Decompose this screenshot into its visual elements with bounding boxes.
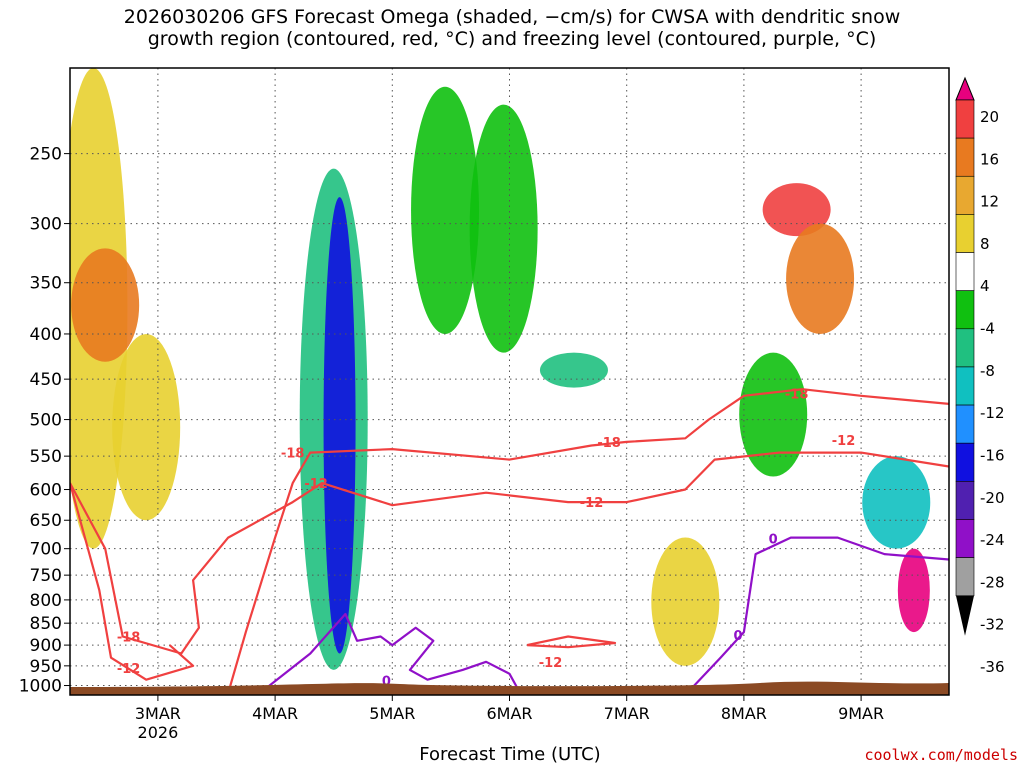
- pressure-tick-label: 450: [30, 370, 62, 390]
- colorbar-swatch: [955, 214, 975, 253]
- omega-cell: [651, 537, 720, 666]
- contour-label: 0: [382, 675, 391, 690]
- pressure-tick-label: 800: [30, 591, 62, 611]
- omega-cell: [897, 548, 930, 633]
- pressure-tick-label: 1000: [19, 677, 62, 697]
- contour-layer: -18 -12 -18 -12 -12 -12 -18 -18 -12 0 0 0: [70, 387, 949, 695]
- colorbar-label: -16: [980, 447, 1005, 465]
- colorbar-swatch: [955, 481, 975, 520]
- omega-cell: [323, 197, 356, 654]
- omega-cell: [469, 104, 538, 353]
- terrain-surface: [70, 681, 949, 695]
- omega-cell: [411, 86, 480, 334]
- colorbar-label: -8: [980, 362, 995, 380]
- colorbar-swatch: [955, 519, 975, 558]
- contour-line-minus-18: [227, 388, 949, 694]
- colorbar-swatch: [955, 175, 975, 215]
- colorbar-swatch: [955, 137, 975, 177]
- colorbar-swatch: [955, 252, 975, 291]
- contour-label: -12: [117, 662, 141, 677]
- contour-label: -18: [785, 387, 809, 402]
- contour-line-minus-12-lower: [70, 482, 195, 681]
- omega-shading: [70, 68, 931, 670]
- contour-line-minus-12: [70, 451, 949, 655]
- omega-cell: [539, 352, 608, 388]
- time-tick-label: 8MAR: [721, 704, 767, 723]
- colorbar-label: -36: [980, 658, 1005, 676]
- colorbar-label: -20: [980, 489, 1005, 507]
- pressure-tick-label: 950: [30, 657, 62, 677]
- contour-label: -18: [281, 447, 305, 462]
- pressure-tick-label: 550: [30, 447, 62, 467]
- omega-cell: [862, 456, 931, 549]
- contour-label: -18: [117, 630, 141, 645]
- pressure-axis: 2503003504004505005506006507007508008509…: [19, 145, 70, 697]
- colorbar-top-arrow: [955, 76, 975, 101]
- pressure-tick-label: 750: [30, 566, 62, 586]
- colorbar-label: 8: [980, 235, 990, 253]
- colorbar-label: -28: [980, 573, 1005, 591]
- omega-cell: [739, 352, 808, 477]
- source-credit: coolwx.com/models: [864, 746, 1018, 764]
- contour-line-minus-12-closed: [526, 635, 617, 649]
- pressure-tick-label: 350: [30, 274, 62, 294]
- colorbar-swatch: [955, 442, 975, 482]
- time-tick-label: 7MAR: [604, 704, 650, 723]
- pressure-tick-label: 600: [30, 481, 62, 501]
- omega-cell: [786, 223, 855, 334]
- colorbar-label: 16: [980, 150, 999, 168]
- contour-label: -12: [832, 434, 856, 449]
- time-tick-year: 2026: [138, 723, 179, 742]
- colorbar-label: 4: [980, 277, 990, 295]
- pressure-tick-label: 700: [30, 540, 62, 560]
- colorbar-label: -4: [980, 320, 995, 338]
- terrain-fill: [70, 681, 949, 695]
- pressure-tick-label: 500: [30, 411, 62, 431]
- colorbar-label: -24: [980, 531, 1005, 549]
- contour-label: -18: [597, 436, 621, 451]
- time-tick-label: 3MAR: [135, 704, 181, 723]
- colorbar-label: -12: [980, 404, 1005, 422]
- pressure-tick-label: 900: [30, 636, 62, 656]
- colorbar-bottom-arrow: [956, 595, 974, 636]
- pressure-tick-label: 250: [30, 145, 62, 165]
- title-line-1: 2026030206 GFS Forecast Omega (shaded, −…: [123, 6, 901, 28]
- colorbar-swatch: [955, 404, 975, 444]
- contour-label: -12: [580, 496, 604, 511]
- colorbar-swatch: [955, 290, 975, 330]
- colorbar-swatch: [955, 328, 975, 368]
- x-axis-label: Forecast Time (UTC): [419, 744, 601, 765]
- pressure-tick-label: 300: [30, 215, 62, 235]
- time-tick-label: 9MAR: [838, 704, 884, 723]
- contour-label: 0: [769, 533, 778, 548]
- title-line-2: growth region (contoured, red, °C) and f…: [147, 28, 877, 50]
- time-tick-label: 6MAR: [486, 704, 532, 723]
- contour-label: -12: [304, 477, 328, 492]
- time-tick-label: 5MAR: [369, 704, 415, 723]
- contour-line-0-east: [684, 536, 949, 695]
- colorbar-swatch: [955, 366, 975, 406]
- plot-grid: [70, 68, 949, 695]
- omega-cell: [762, 183, 831, 237]
- colorbar-label: -32: [980, 616, 1005, 634]
- omega-colorbar: 20 16 12 8 4 -4 -8 -12 -16 -20 -24 -28 -32 -36: [955, 76, 1005, 676]
- omega-cell: [112, 333, 181, 521]
- omega-cell: [71, 248, 140, 362]
- colorbar-label: 20: [980, 108, 999, 126]
- contour-label: 0: [734, 629, 743, 644]
- colorbar-swatch: [955, 557, 975, 597]
- chart-title: 2026030206 GFS Forecast Omega (shaded, −…: [0, 6, 1024, 50]
- colorbar-swatch: [955, 99, 975, 139]
- contour-label: -12: [539, 656, 563, 671]
- pressure-tick-label: 650: [30, 511, 62, 531]
- contour-line-0-west: [256, 612, 523, 695]
- colorbar-label: 12: [980, 193, 999, 211]
- time-tick-label: 4MAR: [252, 704, 298, 723]
- pressure-tick-label: 850: [30, 614, 62, 634]
- pressure-tick-label: 400: [30, 325, 62, 345]
